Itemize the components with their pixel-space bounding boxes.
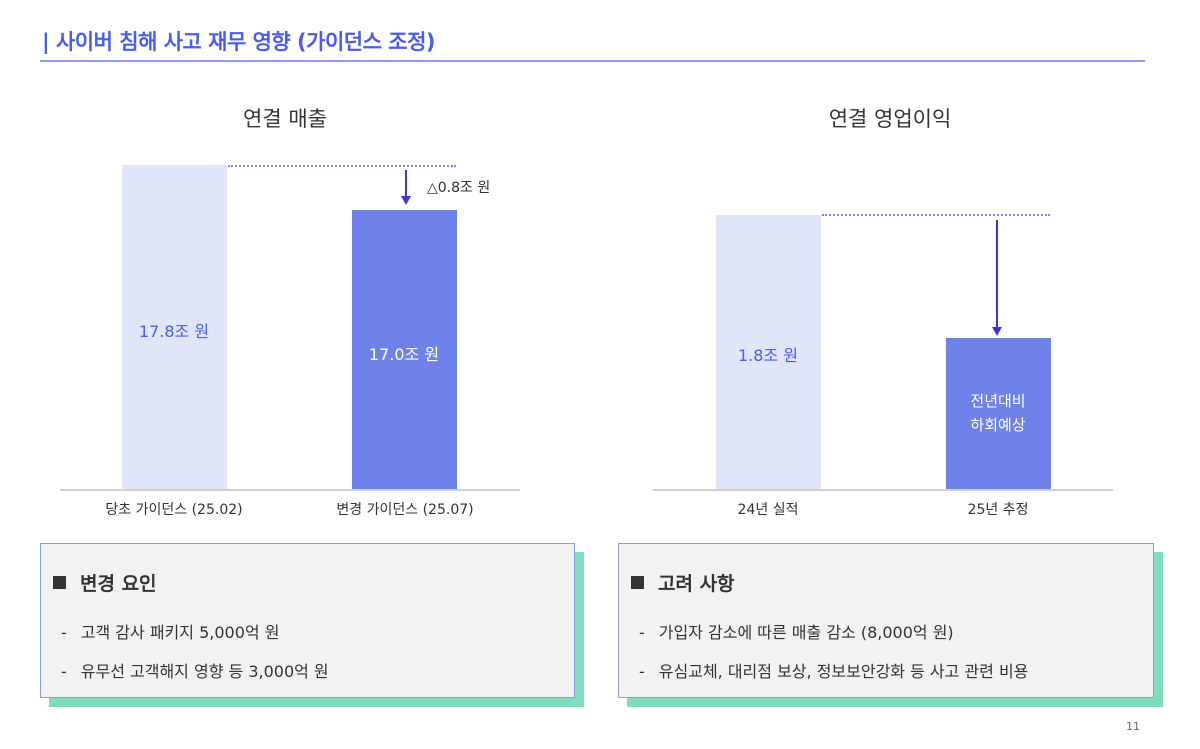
change-factors-box: 변경 요인 - 고객 감사 패키지 5,000억 원 - 유무선 고객해지 영향 등… <box>40 543 575 698</box>
list-item-text: 가입자 감소에 따른 매출 감소 (8,000억 원) <box>658 623 954 642</box>
op-income-x-label: 24년 실적 <box>737 502 799 518</box>
box-heading: 고려 사항 <box>631 569 735 596</box>
list-item-text: 유심교체, 대리점 보상, 정보보안강화 등 사고 관련 비용 <box>658 662 1029 681</box>
op-income-bar-25-label-line1: 전년대비 <box>970 392 1026 410</box>
list-item: - 유심교체, 대리점 보상, 정보보안강화 등 사고 관련 비용 <box>639 658 1028 682</box>
revenue-x-label: 당초 가이던스 (25.02) <box>105 502 243 518</box>
list-item: - 유무선 고객해지 영향 등 3,000억 원 <box>61 658 329 682</box>
op-income-baseline <box>653 489 1113 491</box>
dash: - <box>61 623 67 642</box>
arrow-down-icon <box>401 170 411 205</box>
dash: - <box>639 623 645 642</box>
square-bullet-icon <box>53 576 66 589</box>
list-item: - 고객 감사 패키지 5,000억 원 <box>61 619 279 643</box>
page-title: | 사이버 침해 사고 재무 영향 (가이던스 조정) <box>42 30 435 54</box>
revenue-reference-line <box>228 165 456 167</box>
op-income-bar-24 <box>716 215 821 490</box>
revenue-baseline <box>60 489 520 491</box>
op-income-bar-25 <box>946 338 1051 490</box>
box-heading: 변경 요인 <box>53 569 157 596</box>
list-item: - 가입자 감소에 따른 매출 감소 (8,000억 원) <box>639 619 954 643</box>
revenue-bar-original <box>122 165 227 490</box>
dash: - <box>61 662 67 681</box>
revenue-delta-label: △0.8조 원 <box>427 180 491 196</box>
page-number: 11 <box>1126 720 1140 733</box>
considerations-box: 고려 사항 - 가입자 감소에 따른 매출 감소 (8,000억 원) - 유심교체… <box>618 543 1154 698</box>
title-divider <box>40 60 1145 62</box>
revenue-bar-revised-label: 17.0조 원 <box>368 345 440 364</box>
revenue-x-label: 변경 가이던스 (25.07) <box>336 502 474 518</box>
revenue-bar-revised <box>352 210 457 490</box>
arrow-down-icon <box>992 220 1002 336</box>
op-income-x-label: 25년 추정 <box>967 502 1029 518</box>
op-income-reference-line <box>822 214 1050 216</box>
op-income-bar-24-label: 1.8조 원 <box>738 346 798 365</box>
list-item-text: 고객 감사 패키지 5,000억 원 <box>80 623 280 642</box>
box-heading-text: 변경 요인 <box>80 573 157 595</box>
op-income-chart-title: 연결 영업이익 <box>828 107 952 131</box>
box-heading-text: 고려 사항 <box>658 573 735 595</box>
square-bullet-icon <box>631 576 644 589</box>
list-item-text: 유무선 고객해지 영향 등 3,000억 원 <box>80 662 329 681</box>
dash: - <box>639 662 645 681</box>
op-income-bar-25-label-line2: 하회예상 <box>970 416 1026 434</box>
revenue-chart-title: 연결 매출 <box>243 107 327 131</box>
revenue-bar-original-label: 17.8조 원 <box>138 322 210 341</box>
